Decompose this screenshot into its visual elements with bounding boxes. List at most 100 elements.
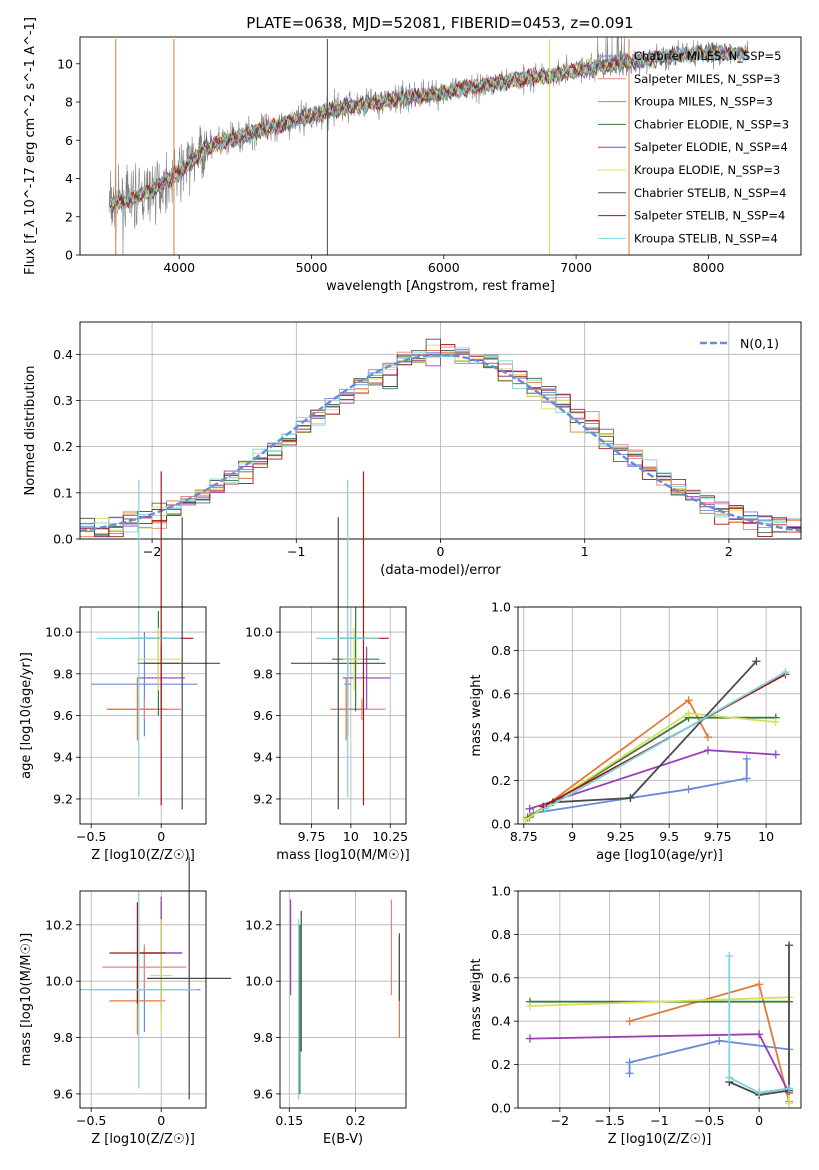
weight-z-ytick-label: 0.0: [491, 1101, 511, 1116]
spectrum-xlabel: wavelength [Angstrom, rest frame]: [326, 279, 555, 294]
weight-z-xtick-label: −1: [650, 1113, 668, 1128]
spectrum-ytick-label: 2: [65, 209, 73, 224]
residuals-xtick-label: 0: [437, 544, 445, 559]
ebv-mass-ytick-label: 10.2: [245, 917, 273, 932]
residuals-xtick-label: 1: [581, 544, 589, 559]
data-point: [781, 668, 790, 677]
residuals-xtick-label: −1: [287, 544, 305, 559]
spectrum-panel: 4000 5000 6000 7000 8000 0 2 4 6 8 10 wavelength [A…: [23, 17, 802, 294]
weight-age-xtick-label: 9.75: [704, 829, 732, 844]
mass-age-xlabel: mass [log10(M/M☉)]: [276, 848, 409, 863]
figure-title: PLATE=0638, MJD=52081, FIBERID=0453, z=0…: [246, 14, 633, 32]
residuals-frame: [79, 321, 802, 540]
mass-age-xtick-label: 10.25: [372, 829, 408, 844]
z-age-ytick-label: 10.0: [45, 625, 73, 640]
legend-entry: Chabrier MILES, N_SSP=5: [634, 49, 781, 63]
ebv-mass-frame: [279, 890, 407, 1109]
ebv-mass-xlabel: E(B-V): [323, 1132, 363, 1147]
weight-z-xtick-label: −2: [551, 1113, 569, 1128]
z-age-xtick-label: 0: [157, 829, 165, 844]
z-mass-xtick-label: −0.5: [76, 1113, 106, 1128]
weight-z-xtick-label: 0: [755, 1113, 763, 1128]
data-point: [703, 733, 712, 742]
data-point: [626, 793, 635, 802]
data-point: [521, 815, 530, 824]
data-point: [703, 746, 712, 755]
data-point: [684, 709, 693, 718]
data-point: [525, 804, 534, 813]
weight-age-xtick-label: 9.25: [607, 829, 635, 844]
weight-z-ytick-label: 1.0: [491, 884, 511, 899]
normal-curve: [79, 353, 802, 533]
mass-age-ytick-label: 9.6: [253, 708, 273, 723]
weight-z-xlabel: Z [log10(Z/Z☉)]: [608, 1132, 712, 1147]
spectrum-ytick-label: 10: [57, 56, 73, 71]
weight-age-panel: 8.75 9 9.25 9.5 9.75 10 0.0 0.2 0.4 0.6 0.8 1.0 age …: [469, 600, 802, 863]
residual-histogram: [80, 349, 801, 538]
data-point: [771, 750, 780, 759]
residuals-xtick-label: 2: [725, 544, 733, 559]
spectrum-xtick-label: 7000: [560, 260, 592, 275]
data-point: [785, 1099, 794, 1108]
residuals-ytick-label: 0.2: [53, 439, 73, 454]
weight-z-ytick-label: 0.2: [491, 1057, 511, 1072]
data-point: [625, 1069, 634, 1078]
ebv-mass-panel: 0.15 0.2 9.6 9.8 10.0 10.2 E(B-V): [245, 890, 407, 1147]
data-point: [725, 952, 734, 961]
legend-entry: Salpeter STELIB, N_SSP=4: [634, 209, 785, 223]
data-point: [785, 1084, 794, 1093]
mass-age-xtick-label: 10: [343, 829, 359, 844]
data-point: [625, 1058, 634, 1067]
residual-histogram: [80, 347, 801, 533]
residuals-ytick-label: 0.0: [53, 532, 73, 547]
series-line: [533, 758, 748, 814]
ebv-mass-ytick-label: 9.6: [253, 1086, 273, 1101]
data-point: [742, 754, 751, 763]
data-point: [742, 774, 751, 783]
model-spectrum: [110, 42, 749, 213]
series-line: [728, 956, 790, 1094]
spectrum-xtick-label: 4000: [163, 260, 195, 275]
spectrum-xtick-label: 5000: [296, 260, 328, 275]
data-point: [525, 1002, 534, 1011]
mass-age-ytick-label: 10.0: [245, 625, 273, 640]
data-point: [525, 1034, 534, 1043]
mass-age-panel: 9.75 10 10.25 9.2 9.4 9.6 9.8 10.0 mass [log10(M…: [245, 471, 410, 863]
spectrum-ytick-label: 0: [65, 248, 73, 263]
ebv-mass-ytick-label: 10.0: [245, 974, 273, 989]
weight-age-ytick-label: 0.0: [491, 817, 511, 832]
residuals-ytick-label: 0.4: [53, 347, 73, 362]
weight-z-xtick-label: −1.5: [594, 1113, 624, 1128]
weight-age-ytick-label: 0.4: [491, 730, 511, 745]
weight-age-ytick-label: 0.8: [491, 643, 511, 658]
weight-age-xtick-label: 8.75: [510, 829, 538, 844]
series-line: [544, 671, 786, 810]
z-mass-xtick-label: 0: [157, 1113, 165, 1128]
weight-age-ylabel: mass weight: [469, 674, 484, 756]
legend-entry: N(0,1): [740, 336, 779, 351]
series-line: [728, 945, 790, 1096]
data-point: [684, 696, 693, 705]
weight-age-ytick-label: 0.6: [491, 686, 511, 701]
z-age-ytick-label: 9.2: [53, 791, 73, 806]
z-age-ytick-label: 9.4: [53, 750, 73, 765]
data-point: [625, 1017, 634, 1026]
residuals-ytick-label: 0.3: [53, 393, 73, 408]
ebv-mass-ytick-label: 9.8: [253, 1030, 273, 1045]
series-line: [628, 1039, 790, 1074]
z-age-xlabel: Z [log10(Z/Z☉)]: [91, 848, 195, 863]
data-point: [755, 1030, 764, 1039]
mass-age-ytick-label: 9.4: [253, 750, 273, 765]
residuals-xlabel: (data-model)/error: [380, 563, 501, 578]
data-point: [541, 804, 550, 813]
z-mass-ytick-label: 9.8: [53, 1030, 73, 1045]
z-mass-ytick-label: 10.0: [45, 974, 73, 989]
weight-z-panel: −2 −1.5 −1 −0.5 0 0.0 0.2 0.4 0.6 0.8 1.0 Z [log10(…: [469, 884, 802, 1147]
z-mass-frame: [79, 890, 207, 1109]
ebv-mass-xtick-label: 0.2: [346, 1113, 366, 1128]
spectrum-ylabel: Flux [f_λ 10^-17 erg cm^-2 s^-1 A^-1]: [23, 17, 38, 275]
weight-z-frame: [517, 890, 802, 1109]
z-age-panel: −0.5 0 9.2 9.4 9.6 9.8 10.0 Z [log10(Z/Z☉)] age …: [19, 471, 220, 863]
